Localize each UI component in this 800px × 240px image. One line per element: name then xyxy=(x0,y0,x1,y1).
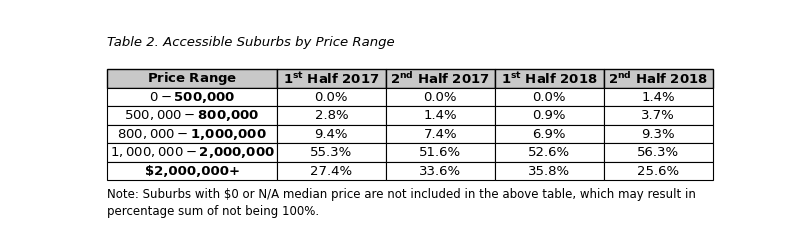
Text: 2.8%: 2.8% xyxy=(314,109,348,122)
Bar xyxy=(494,69,604,88)
Bar xyxy=(107,69,277,88)
Text: $2,000,000+: $2,000,000+ xyxy=(145,165,240,178)
Text: $\mathbf{1^{st}\ Half\ 2018}$: $\mathbf{1^{st}\ Half\ 2018}$ xyxy=(501,71,598,86)
Text: 33.6%: 33.6% xyxy=(419,165,462,178)
Bar xyxy=(277,125,386,143)
Text: $500,000-$800,000: $500,000-$800,000 xyxy=(125,108,260,123)
Text: 9.3%: 9.3% xyxy=(642,128,675,141)
Bar xyxy=(386,125,494,143)
Bar xyxy=(604,125,713,143)
Bar xyxy=(386,143,494,162)
Bar xyxy=(277,143,386,162)
Text: 51.6%: 51.6% xyxy=(419,146,462,159)
Bar xyxy=(277,106,386,125)
Bar xyxy=(494,88,604,106)
Text: Table 2. Accessible Suburbs by Price Range: Table 2. Accessible Suburbs by Price Ran… xyxy=(107,36,395,49)
Text: $800,000-$1,000,000: $800,000-$1,000,000 xyxy=(118,127,267,142)
Text: 0.0%: 0.0% xyxy=(423,91,457,104)
Text: 56.3%: 56.3% xyxy=(637,146,679,159)
Bar xyxy=(604,143,713,162)
Bar xyxy=(277,69,386,88)
Bar xyxy=(604,106,713,125)
Text: 0.0%: 0.0% xyxy=(314,91,348,104)
Bar xyxy=(107,162,277,180)
Bar xyxy=(107,125,277,143)
Text: 0.9%: 0.9% xyxy=(533,109,566,122)
Bar xyxy=(107,88,277,106)
Bar xyxy=(494,106,604,125)
Text: $\mathbf{Price\ Range}$: $\mathbf{Price\ Range}$ xyxy=(147,70,238,87)
Text: 0.0%: 0.0% xyxy=(533,91,566,104)
Bar xyxy=(386,106,494,125)
Bar xyxy=(277,162,386,180)
Text: $\mathbf{1^{st}\ Half\ 2017}$: $\mathbf{1^{st}\ Half\ 2017}$ xyxy=(283,71,379,86)
Text: $1,000,000-$2,000,000: $1,000,000-$2,000,000 xyxy=(110,145,274,160)
Text: 27.4%: 27.4% xyxy=(310,165,352,178)
Text: 1.4%: 1.4% xyxy=(642,91,675,104)
Text: 6.9%: 6.9% xyxy=(533,128,566,141)
Text: $\mathbf{2^{nd}\ Half\ 2017}$: $\mathbf{2^{nd}\ Half\ 2017}$ xyxy=(390,71,490,87)
Bar xyxy=(494,162,604,180)
Text: 3.7%: 3.7% xyxy=(642,109,675,122)
Bar xyxy=(386,88,494,106)
Bar xyxy=(604,162,713,180)
Text: Note: Suburbs with $0 or N/A median price are not included in the above table, w: Note: Suburbs with $0 or N/A median pric… xyxy=(107,188,696,218)
Text: 1.4%: 1.4% xyxy=(423,109,457,122)
Bar xyxy=(604,69,713,88)
Text: 55.3%: 55.3% xyxy=(310,146,353,159)
Text: $0-$500,000: $0-$500,000 xyxy=(149,90,235,105)
Bar xyxy=(604,88,713,106)
Text: 7.4%: 7.4% xyxy=(423,128,457,141)
Bar xyxy=(386,162,494,180)
Bar xyxy=(107,143,277,162)
Bar xyxy=(107,106,277,125)
Text: 35.8%: 35.8% xyxy=(528,165,570,178)
Text: 9.4%: 9.4% xyxy=(314,128,348,141)
Bar xyxy=(277,88,386,106)
Bar xyxy=(494,143,604,162)
Text: 52.6%: 52.6% xyxy=(528,146,570,159)
Text: 25.6%: 25.6% xyxy=(637,165,679,178)
Bar xyxy=(494,125,604,143)
Bar xyxy=(386,69,494,88)
Text: $\mathbf{2^{nd}\ Half\ 2018}$: $\mathbf{2^{nd}\ Half\ 2018}$ xyxy=(608,71,708,87)
